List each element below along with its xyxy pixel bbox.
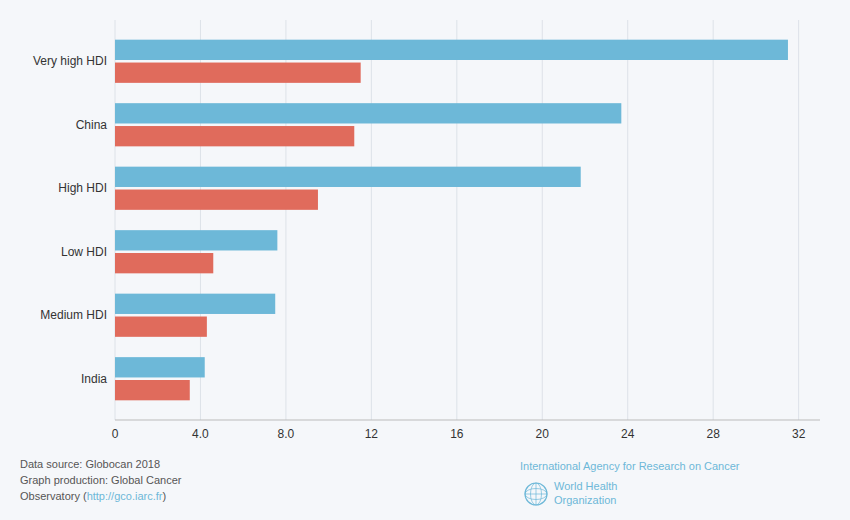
grid (115, 20, 799, 420)
bar (115, 253, 213, 273)
tick-label: 8.0 (278, 427, 295, 441)
grid-line (456, 20, 457, 420)
annotation: International Agency for Research on Can… (520, 460, 740, 472)
bar (115, 40, 788, 60)
logo-part (525, 483, 547, 505)
bar (115, 63, 361, 83)
category-label: Medium HDI (40, 308, 107, 322)
grid-line (542, 20, 543, 420)
bars (115, 40, 788, 401)
annotation: Organization (554, 494, 616, 506)
bar (115, 167, 581, 187)
annotation: World Health (554, 480, 617, 492)
logo (525, 483, 547, 505)
bar (115, 380, 190, 400)
annotation: Data source: Globocan 2018 (20, 458, 160, 470)
tick-label: 28 (707, 427, 721, 441)
category-label: Very high HDI (33, 54, 107, 68)
category-label: India (81, 372, 107, 386)
category-label: Low HDI (61, 245, 107, 259)
logo-part (525, 489, 547, 500)
annotation: ) (162, 490, 166, 502)
annotation: Graph production: Global Cancer (20, 474, 182, 486)
grid-line (371, 20, 372, 420)
annotation: http://gco.iarc.fr (87, 490, 163, 502)
bar (115, 294, 275, 314)
category-label: High HDI (58, 181, 107, 195)
logo-part (525, 494, 547, 495)
logo-part (531, 483, 542, 505)
background (0, 0, 850, 520)
tick-label: 20 (536, 427, 550, 441)
bar (115, 190, 318, 210)
bar (115, 103, 621, 123)
tick-label: 12 (365, 427, 379, 441)
category-label: China (76, 118, 108, 132)
x-axis-line (115, 420, 820, 421)
bar (115, 317, 207, 337)
tick-label: 0 (112, 427, 119, 441)
tick-label: 24 (621, 427, 635, 441)
grid-line (798, 20, 799, 420)
annotation: Observatory ( (20, 490, 87, 502)
chart: 0 4.0 8.0 12 16 20 24 28 32 India Medium HDI Low HD… (0, 0, 850, 520)
tick-label: 16 (450, 427, 464, 441)
grid-line (713, 20, 714, 420)
bar (115, 230, 277, 250)
annotation-line: Observatory (http://gco.iarc.fr) (20, 490, 166, 502)
bar (115, 126, 354, 146)
grid-line (627, 20, 628, 420)
bar (115, 357, 205, 377)
tick-label: 32 (792, 427, 806, 441)
tick-label: 4.0 (192, 427, 209, 441)
